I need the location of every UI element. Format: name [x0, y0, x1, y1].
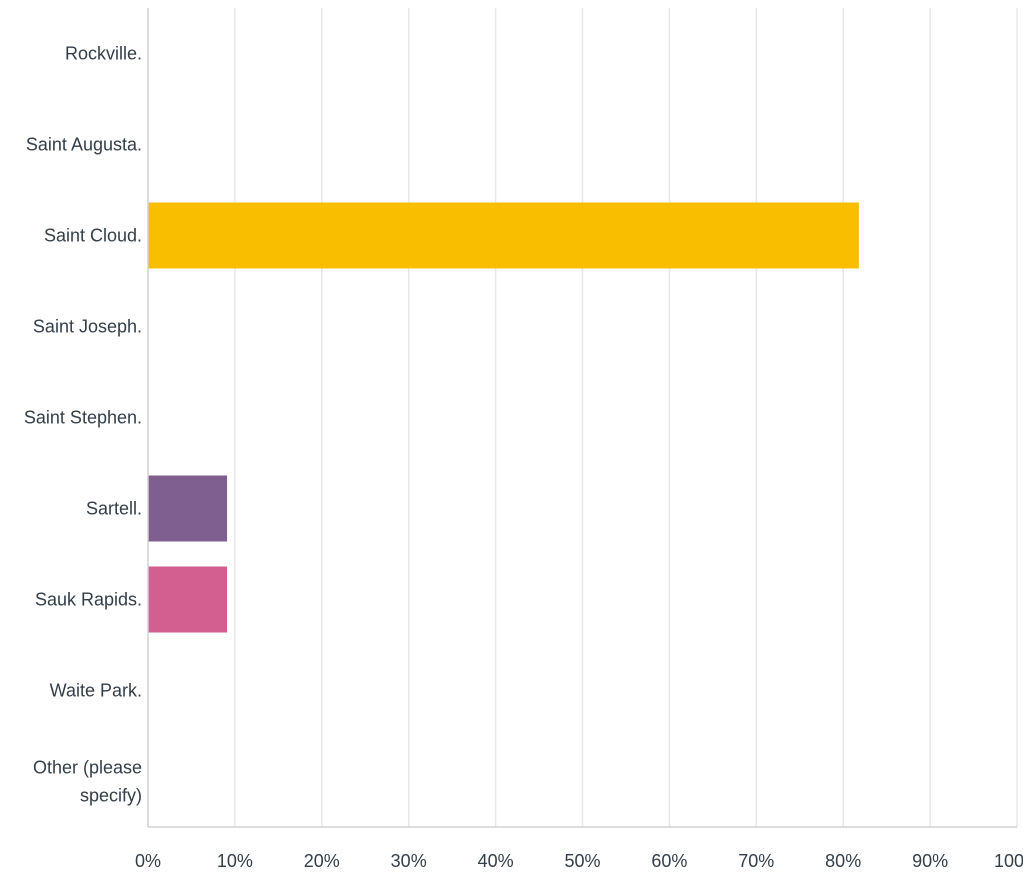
- axes: [147, 8, 1017, 828]
- x-tick-label: 80%: [825, 851, 861, 871]
- x-tick-label: 40%: [478, 851, 514, 871]
- category-label: Saint Stephen.: [24, 408, 142, 428]
- x-tick-label: 20%: [304, 851, 340, 871]
- category-label: Saint Augusta.: [26, 135, 142, 155]
- category-label: Saint Joseph.: [33, 317, 142, 337]
- category-label: Rockville.: [65, 44, 142, 64]
- x-tick-label: 100%: [994, 851, 1023, 871]
- bar: [148, 566, 228, 633]
- gridlines: [234, 8, 1018, 827]
- x-tick-labels: 0% 10% 20% 30% 40% 50% 60% 70% 80% 90% 100%: [135, 851, 1023, 871]
- category-label: Other (please specify): [33, 758, 142, 806]
- x-tick-label: 10%: [217, 851, 253, 871]
- x-tick-label: 0%: [135, 851, 161, 871]
- bar: [148, 475, 228, 542]
- x-tick-label: 60%: [651, 851, 687, 871]
- category-label: Sartell.: [86, 499, 142, 519]
- category-label: Saint Cloud.: [44, 226, 142, 246]
- category-label: Waite Park.: [50, 681, 142, 701]
- x-tick-label: 50%: [564, 851, 600, 871]
- x-tick-label: 30%: [391, 851, 427, 871]
- bars: [148, 202, 859, 633]
- bar: [148, 202, 859, 269]
- category-labels: Rockville. Saint Augusta. Saint Cloud. Sain…: [24, 44, 142, 806]
- x-tick-label: 70%: [738, 851, 774, 871]
- category-label: Sauk Rapids.: [35, 590, 142, 610]
- x-tick-label: 90%: [912, 851, 948, 871]
